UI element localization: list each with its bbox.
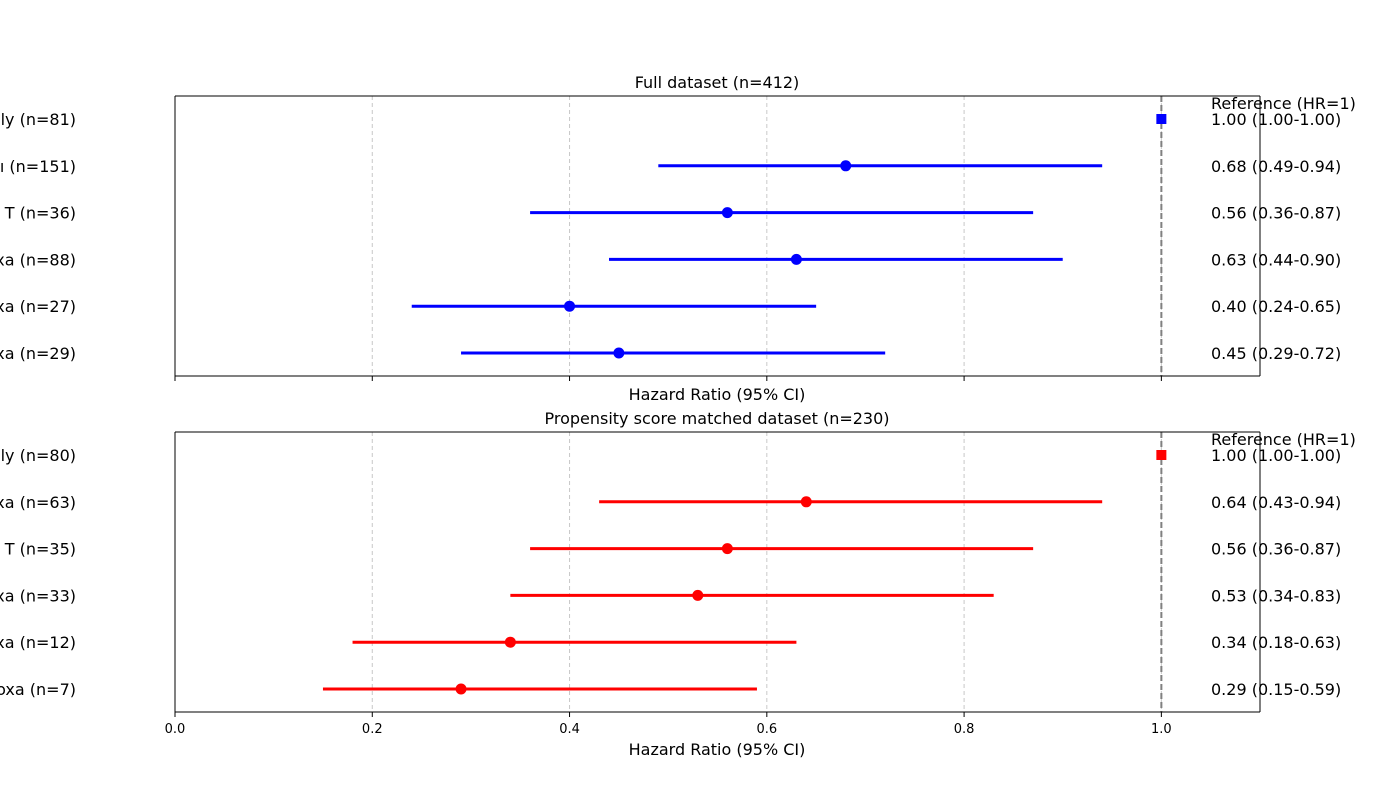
hr-marker (800, 496, 812, 508)
row-label: ı (n=151) (0, 157, 76, 176)
row-label: xa (n=33) (0, 586, 76, 605)
hr-marker (692, 589, 704, 601)
x-axis-label: Hazard Ratio (95% CI) (629, 385, 806, 404)
panel-title: Propensity score matched dataset (n=230) (544, 409, 889, 428)
row-label: xa (n=88) (0, 250, 76, 269)
hr-marker (721, 207, 733, 219)
reference-marker (1156, 114, 1167, 124)
hr-marker (840, 160, 852, 172)
hr-value-label: 0.40 (0.24-0.65) (1211, 297, 1341, 316)
reference-marker (1156, 450, 1167, 460)
hr-value-label: 0.56 (0.36-0.87) (1211, 204, 1341, 223)
row-label: ly (n=80) (1, 446, 76, 465)
x-tick-label: 0.8 (954, 722, 975, 737)
hr-value-label: 0.45 (0.29-0.72) (1211, 344, 1341, 363)
hr-marker (455, 683, 467, 695)
panel-title: Full dataset (n=412) (635, 73, 800, 92)
hr-value-label: 0.29 (0.15-0.59) (1211, 680, 1341, 699)
hr-value-label: 0.68 (0.49-0.94) (1211, 157, 1341, 176)
reference-label: Reference (HR=1) (1211, 94, 1356, 113)
hr-marker (564, 300, 576, 312)
hr-marker (613, 347, 625, 359)
hr-marker (504, 636, 516, 648)
row-label: ly (n=81) (1, 110, 76, 129)
hr-value-label: 0.34 (0.18-0.63) (1211, 633, 1341, 652)
row-label: xa (n=63) (0, 493, 76, 512)
row-label: xa (n=12) (0, 633, 76, 652)
hr-value-label: 0.56 (0.36-0.87) (1211, 540, 1341, 559)
reference-label: Reference (HR=1) (1211, 430, 1356, 449)
panel-matched-dataset: Propensity score matched dataset (n=230)… (0, 409, 1356, 759)
hr-value-label: 0.53 (0.34-0.83) (1211, 586, 1341, 605)
hr-value-label: 1.00 (1.00-1.00) (1211, 446, 1341, 465)
panel-full-dataset: Full dataset (n=412) Hazard Ratio (95% C… (0, 73, 1356, 404)
x-tick-label: 0.6 (756, 722, 777, 737)
x-tick-label: 1.0 (1151, 722, 1172, 737)
row-label: xa (n=29) (0, 344, 76, 363)
row-label: oxa (n=7) (0, 680, 76, 699)
x-tick-label: 0.4 (559, 722, 580, 737)
row-label: T (n=35) (4, 540, 76, 559)
hr-value-label: 1.00 (1.00-1.00) (1211, 110, 1341, 129)
row-label: T (n=36) (4, 204, 76, 223)
x-tick-label: 0.0 (165, 722, 186, 737)
row-label: xa (n=27) (0, 297, 76, 316)
hr-marker (790, 253, 802, 265)
hr-value-label: 0.63 (0.44-0.90) (1211, 250, 1341, 269)
hr-value-label: 0.64 (0.43-0.94) (1211, 493, 1341, 512)
hr-marker (721, 543, 733, 555)
x-axis-label: Hazard Ratio (95% CI) (629, 740, 806, 759)
x-tick-label: 0.2 (362, 722, 383, 737)
